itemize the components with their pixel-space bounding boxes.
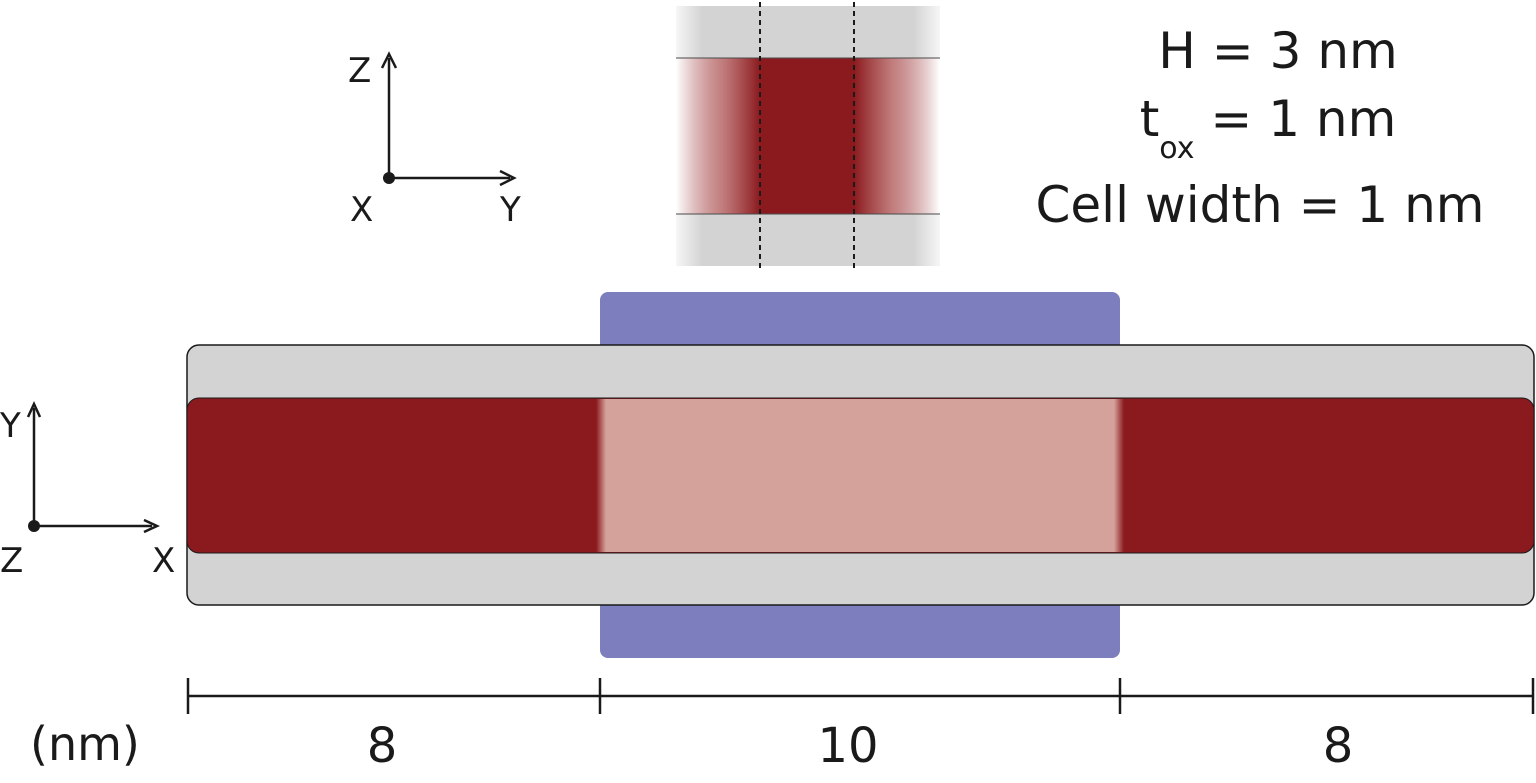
height-parameter: H = 3 nm (1158, 22, 1397, 80)
gated-channel-region (604, 399, 1116, 552)
top-y-axis-label: Y (0, 406, 21, 446)
cross-section-view (676, 2, 940, 272)
top-x-axis-label: X (152, 541, 175, 581)
unit-label: (nm) (30, 717, 140, 771)
z-origin-dot (28, 520, 40, 532)
cross-section-right-fade (854, 58, 940, 214)
y-axis-arrowhead (499, 169, 517, 187)
x-origin-dot (383, 172, 395, 184)
cross-section-left-fade (676, 58, 760, 214)
drain-length-label: 8 (1323, 718, 1354, 774)
top-view-device (186, 292, 1535, 658)
source-junction (596, 399, 606, 552)
cell-width-parameter: Cell width = 1 nm (1036, 176, 1485, 234)
gate-length-label: 10 (817, 718, 878, 774)
y-axis-label: Y (499, 190, 521, 230)
z-axis-arrowhead (380, 51, 398, 69)
cross-section-channel (760, 58, 854, 214)
z-axis-label: Z (348, 51, 371, 91)
x-origin-label: X (350, 190, 373, 230)
cross-section-axes: Z Y X (348, 51, 521, 230)
dimension-scale: (nm) 8 10 8 (30, 678, 1535, 774)
z-origin-label: Z (0, 541, 23, 581)
top-x-axis-arrowhead (143, 518, 160, 534)
cross-section-bottom-oxide (676, 214, 940, 266)
source-length-label: 8 (367, 718, 398, 774)
oxide-thickness-parameter: tox = 1 nm (1140, 90, 1397, 166)
top-view-axes: Y X Z (0, 401, 175, 581)
parameters-block: H = 3 nm tox = 1 nm Cell width = 1 nm (1036, 22, 1485, 234)
drain-junction (1114, 399, 1124, 552)
cross-section-top-oxide (676, 6, 940, 58)
top-y-axis-arrowhead (26, 401, 42, 418)
